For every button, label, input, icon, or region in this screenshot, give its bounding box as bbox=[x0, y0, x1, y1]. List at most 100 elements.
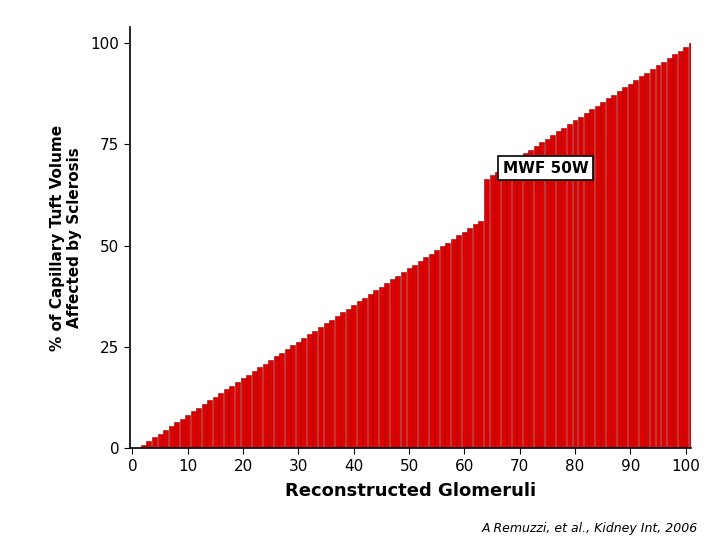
Bar bbox=[451, 239, 456, 448]
Bar bbox=[479, 220, 483, 448]
Bar bbox=[158, 434, 163, 448]
Bar bbox=[340, 312, 345, 448]
Bar bbox=[279, 353, 284, 448]
Bar bbox=[146, 441, 151, 448]
Bar bbox=[395, 275, 400, 448]
Bar bbox=[467, 228, 472, 448]
Bar bbox=[418, 261, 423, 448]
Bar bbox=[368, 294, 373, 448]
Bar bbox=[412, 265, 417, 448]
Bar bbox=[512, 161, 517, 448]
Bar bbox=[318, 327, 323, 448]
Bar bbox=[600, 102, 606, 448]
Bar bbox=[257, 367, 262, 448]
Bar bbox=[246, 375, 251, 448]
Bar bbox=[689, 43, 693, 448]
Bar bbox=[650, 69, 655, 448]
Bar bbox=[578, 117, 583, 448]
Bar bbox=[667, 58, 672, 448]
Bar bbox=[307, 334, 312, 448]
Bar bbox=[401, 272, 406, 448]
Bar bbox=[534, 146, 539, 448]
Bar bbox=[218, 393, 223, 448]
Bar bbox=[197, 408, 202, 448]
Bar bbox=[168, 426, 174, 448]
Bar bbox=[539, 143, 544, 448]
Bar bbox=[163, 430, 168, 448]
Bar bbox=[235, 382, 240, 448]
Bar bbox=[655, 65, 660, 448]
Bar bbox=[312, 330, 318, 448]
Bar bbox=[683, 47, 688, 448]
Bar bbox=[240, 379, 246, 448]
Bar bbox=[589, 109, 594, 448]
Bar bbox=[379, 287, 384, 448]
Bar bbox=[661, 62, 666, 448]
Bar bbox=[323, 323, 328, 448]
Bar bbox=[595, 106, 600, 448]
Bar bbox=[213, 397, 218, 448]
Bar bbox=[274, 356, 279, 448]
Bar bbox=[269, 360, 273, 448]
Bar bbox=[174, 422, 179, 448]
Bar bbox=[302, 338, 307, 448]
Bar bbox=[374, 291, 378, 448]
Text: A Remuzzi, et al., Kidney Int, 2006: A Remuzzi, et al., Kidney Int, 2006 bbox=[482, 522, 698, 535]
Bar bbox=[628, 84, 633, 448]
Bar bbox=[528, 150, 534, 448]
Bar bbox=[285, 349, 289, 448]
Bar bbox=[572, 120, 577, 448]
Bar bbox=[634, 80, 639, 448]
Bar bbox=[611, 94, 616, 448]
Bar bbox=[484, 179, 489, 448]
Bar bbox=[362, 298, 367, 448]
Bar bbox=[152, 437, 157, 448]
Bar bbox=[191, 411, 196, 448]
Bar bbox=[329, 320, 334, 448]
Bar bbox=[263, 364, 268, 448]
Bar bbox=[335, 316, 340, 448]
Bar bbox=[423, 257, 428, 448]
Bar bbox=[639, 76, 644, 448]
Bar bbox=[185, 415, 190, 448]
Bar bbox=[230, 386, 235, 448]
Bar bbox=[407, 268, 412, 448]
Bar bbox=[141, 444, 146, 448]
Y-axis label: % of Capillary Tuft Volume
Affected by Sclerosis: % of Capillary Tuft Volume Affected by S… bbox=[50, 125, 82, 350]
Bar bbox=[523, 153, 528, 448]
Bar bbox=[356, 301, 361, 448]
X-axis label: Reconstructed Glomeruli: Reconstructed Glomeruli bbox=[285, 482, 536, 500]
Bar bbox=[202, 404, 207, 448]
Bar bbox=[462, 232, 467, 448]
Bar bbox=[296, 342, 301, 448]
Bar bbox=[495, 172, 500, 448]
Bar bbox=[428, 254, 433, 448]
Bar bbox=[434, 250, 439, 448]
Bar bbox=[490, 176, 495, 448]
Bar bbox=[622, 87, 627, 448]
Bar bbox=[351, 305, 356, 448]
Bar bbox=[224, 389, 229, 448]
Bar bbox=[556, 131, 561, 448]
Bar bbox=[617, 91, 622, 448]
Bar bbox=[678, 51, 683, 448]
Bar bbox=[384, 283, 390, 448]
Bar bbox=[567, 124, 572, 448]
Bar bbox=[517, 157, 522, 448]
Bar bbox=[550, 135, 555, 448]
Text: MWF 50W: MWF 50W bbox=[503, 161, 589, 176]
Bar bbox=[251, 371, 256, 448]
Bar bbox=[346, 309, 351, 448]
Bar bbox=[473, 224, 478, 448]
Bar bbox=[506, 164, 511, 448]
Bar bbox=[445, 242, 450, 448]
Bar bbox=[500, 168, 505, 448]
Bar bbox=[207, 401, 212, 448]
Bar bbox=[290, 346, 295, 448]
Bar bbox=[584, 113, 588, 448]
Bar bbox=[456, 235, 462, 448]
Bar bbox=[440, 246, 445, 448]
Bar bbox=[644, 72, 649, 448]
Bar bbox=[672, 54, 677, 448]
Bar bbox=[390, 279, 395, 448]
